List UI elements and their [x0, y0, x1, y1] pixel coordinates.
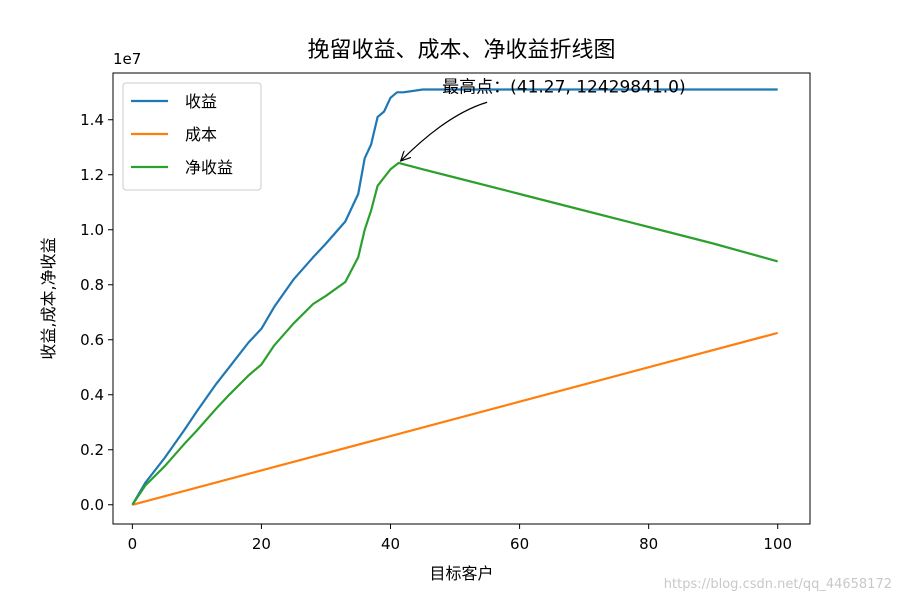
series-line-3: [131, 161, 778, 506]
y-offset-text: 1e7: [113, 50, 141, 68]
plot-series: [131, 88, 778, 506]
y-axis-label: 收益,成本,净收益: [39, 237, 58, 359]
legend-label: 收益: [185, 92, 217, 111]
x-axis-label: 目标客户: [429, 564, 493, 583]
annotation-text: 最高点：(41.27, 12429841.0): [442, 77, 686, 97]
axes: 0 20 40 60 80 100 0.0 0.2 0.4 0.6 0.8 1.0 1.2 1.4: [80, 72, 811, 553]
y-tick-label: 0.4: [80, 386, 104, 404]
annotation-arrow: [401, 101, 488, 161]
series-line-2: [132, 331, 778, 506]
y-tick-label: 0.2: [80, 441, 104, 459]
y-tick-label: 1.0: [80, 221, 104, 239]
x-tick-label: 80: [639, 535, 658, 553]
y-tick-label: 1.2: [80, 166, 104, 184]
plot-frame: [112, 72, 811, 525]
legend-label: 净收益: [185, 158, 233, 177]
y-tick-label: 0.0: [80, 496, 104, 514]
annotation: 最高点：(41.27, 12429841.0): [401, 77, 686, 161]
x-tick-label: 100: [763, 535, 792, 553]
y-tick-label: 0.8: [80, 276, 104, 294]
x-tick-label: 40: [381, 535, 400, 553]
series-line-1: [131, 88, 778, 506]
y-tick-label: 0.6: [80, 331, 104, 349]
legend-box: [122, 82, 262, 191]
legend-label: 成本: [185, 125, 217, 144]
y-tick-label: 1.4: [80, 111, 104, 129]
x-tick-label: 20: [252, 535, 271, 553]
x-tick-label: 0: [128, 535, 138, 553]
x-tick-label: 60: [510, 535, 529, 553]
watermark: https://blog.csdn.net/qq_44658172: [663, 577, 892, 592]
chart-title: 挽留收益、成本、净收益折线图: [307, 38, 615, 63]
